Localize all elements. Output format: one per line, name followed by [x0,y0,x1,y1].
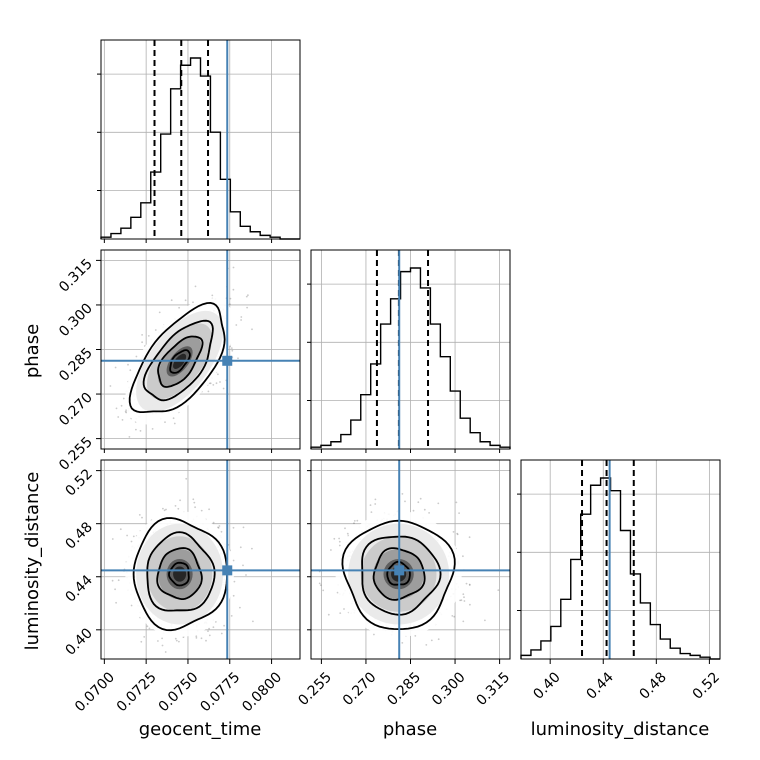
contour-luminosity-distance-vs-geocent-time-2 [156,547,203,600]
grid-lines [101,40,720,659]
y-axis-label-phase: phase [22,324,43,378]
contour-luminosity-distance-vs-geocent-time-3 [168,561,190,587]
x-tick-label-geocent-time-0: 0.0700 [72,669,118,715]
x-axis-label-geocent-time: geocent_time [139,719,262,740]
y-tick-label-luminosity-distance-0: 0.40 [62,625,95,658]
contour-phase-vs-geocent-time-1 [142,319,214,402]
x-tick-label-geocent-time-2: 0.0750 [156,669,202,715]
histogram-luminosity-distance [520,477,720,660]
y-tick-label-phase-2: 0.285 [56,345,96,385]
x-tick-label-luminosity-distance-2: 0.48 [637,669,670,702]
y-tick-label-phase-1: 0.270 [56,390,96,430]
truth-marker-luminosity-distance-vs-phase [394,565,405,576]
x-axis-label-phase: phase [383,719,437,740]
x-tick-label-phase-2: 0.285 [384,669,424,709]
histogram-phase [310,267,511,449]
truth-marker-phase-vs-geocent-time [222,355,233,366]
y-axis-label-luminosity-distance: luminosity_distance [22,472,43,651]
contour-luminosity-distance-vs-phase-1 [361,535,442,616]
data-layer [100,40,720,660]
y-tick-label-phase-3: 0.300 [56,300,96,340]
truth-marker-luminosity-distance-vs-geocent-time [222,565,233,576]
contour-luminosity-distance-vs-geocent-time-1 [146,531,216,612]
x-tick-label-luminosity-distance-0: 0.40 [530,669,563,702]
x-tick-label-phase-1: 0.270 [340,669,380,709]
histogram-geocent-time [100,57,300,240]
panel-hist-geocent-time [100,39,301,240]
x-tick-label-phase-0: 0.255 [295,669,335,709]
y-tick-label-phase-4: 0.315 [56,256,96,296]
x-tick-label-phase-3: 0.300 [429,669,469,709]
y-tick-label-phase-0: 0.255 [56,434,96,474]
x-tick-label-geocent-time-1: 0.0725 [114,669,160,715]
y-tick-label-luminosity-distance-2: 0.48 [62,519,95,552]
x-tick-label-geocent-time-4: 0.0800 [239,669,285,715]
panel-hist-luminosity-distance [520,459,721,660]
x-tick-label-luminosity-distance-1: 0.44 [584,669,617,702]
tick-marks [96,73,710,664]
contour-luminosity-distance-vs-phase-0 [341,519,456,631]
contour-phase-vs-geocent-time-0 [128,301,226,413]
contour-phase-vs-geocent-time-3 [169,349,191,374]
density-luminosity-distance-vs-geocent-time [125,511,234,638]
contour-luminosity-distance-vs-phase-2 [372,547,426,601]
x-axis-label-luminosity-distance: luminosity_distance [531,719,710,740]
y-tick-label-luminosity-distance-1: 0.44 [62,572,95,605]
x-tick-label-luminosity-distance-3: 0.52 [690,669,723,702]
contour-phase-vs-geocent-time-2 [157,335,204,388]
contour-luminosity-distance-vs-geocent-time-0 [132,517,228,632]
panel-2d-luminosity-distance-vs-geocent-time [100,459,301,660]
x-tick-label-geocent-time-3: 0.0775 [197,669,243,715]
x-tick-label-phase-4: 0.315 [474,669,514,709]
contour-luminosity-distance-vs-phase-3 [386,560,411,586]
